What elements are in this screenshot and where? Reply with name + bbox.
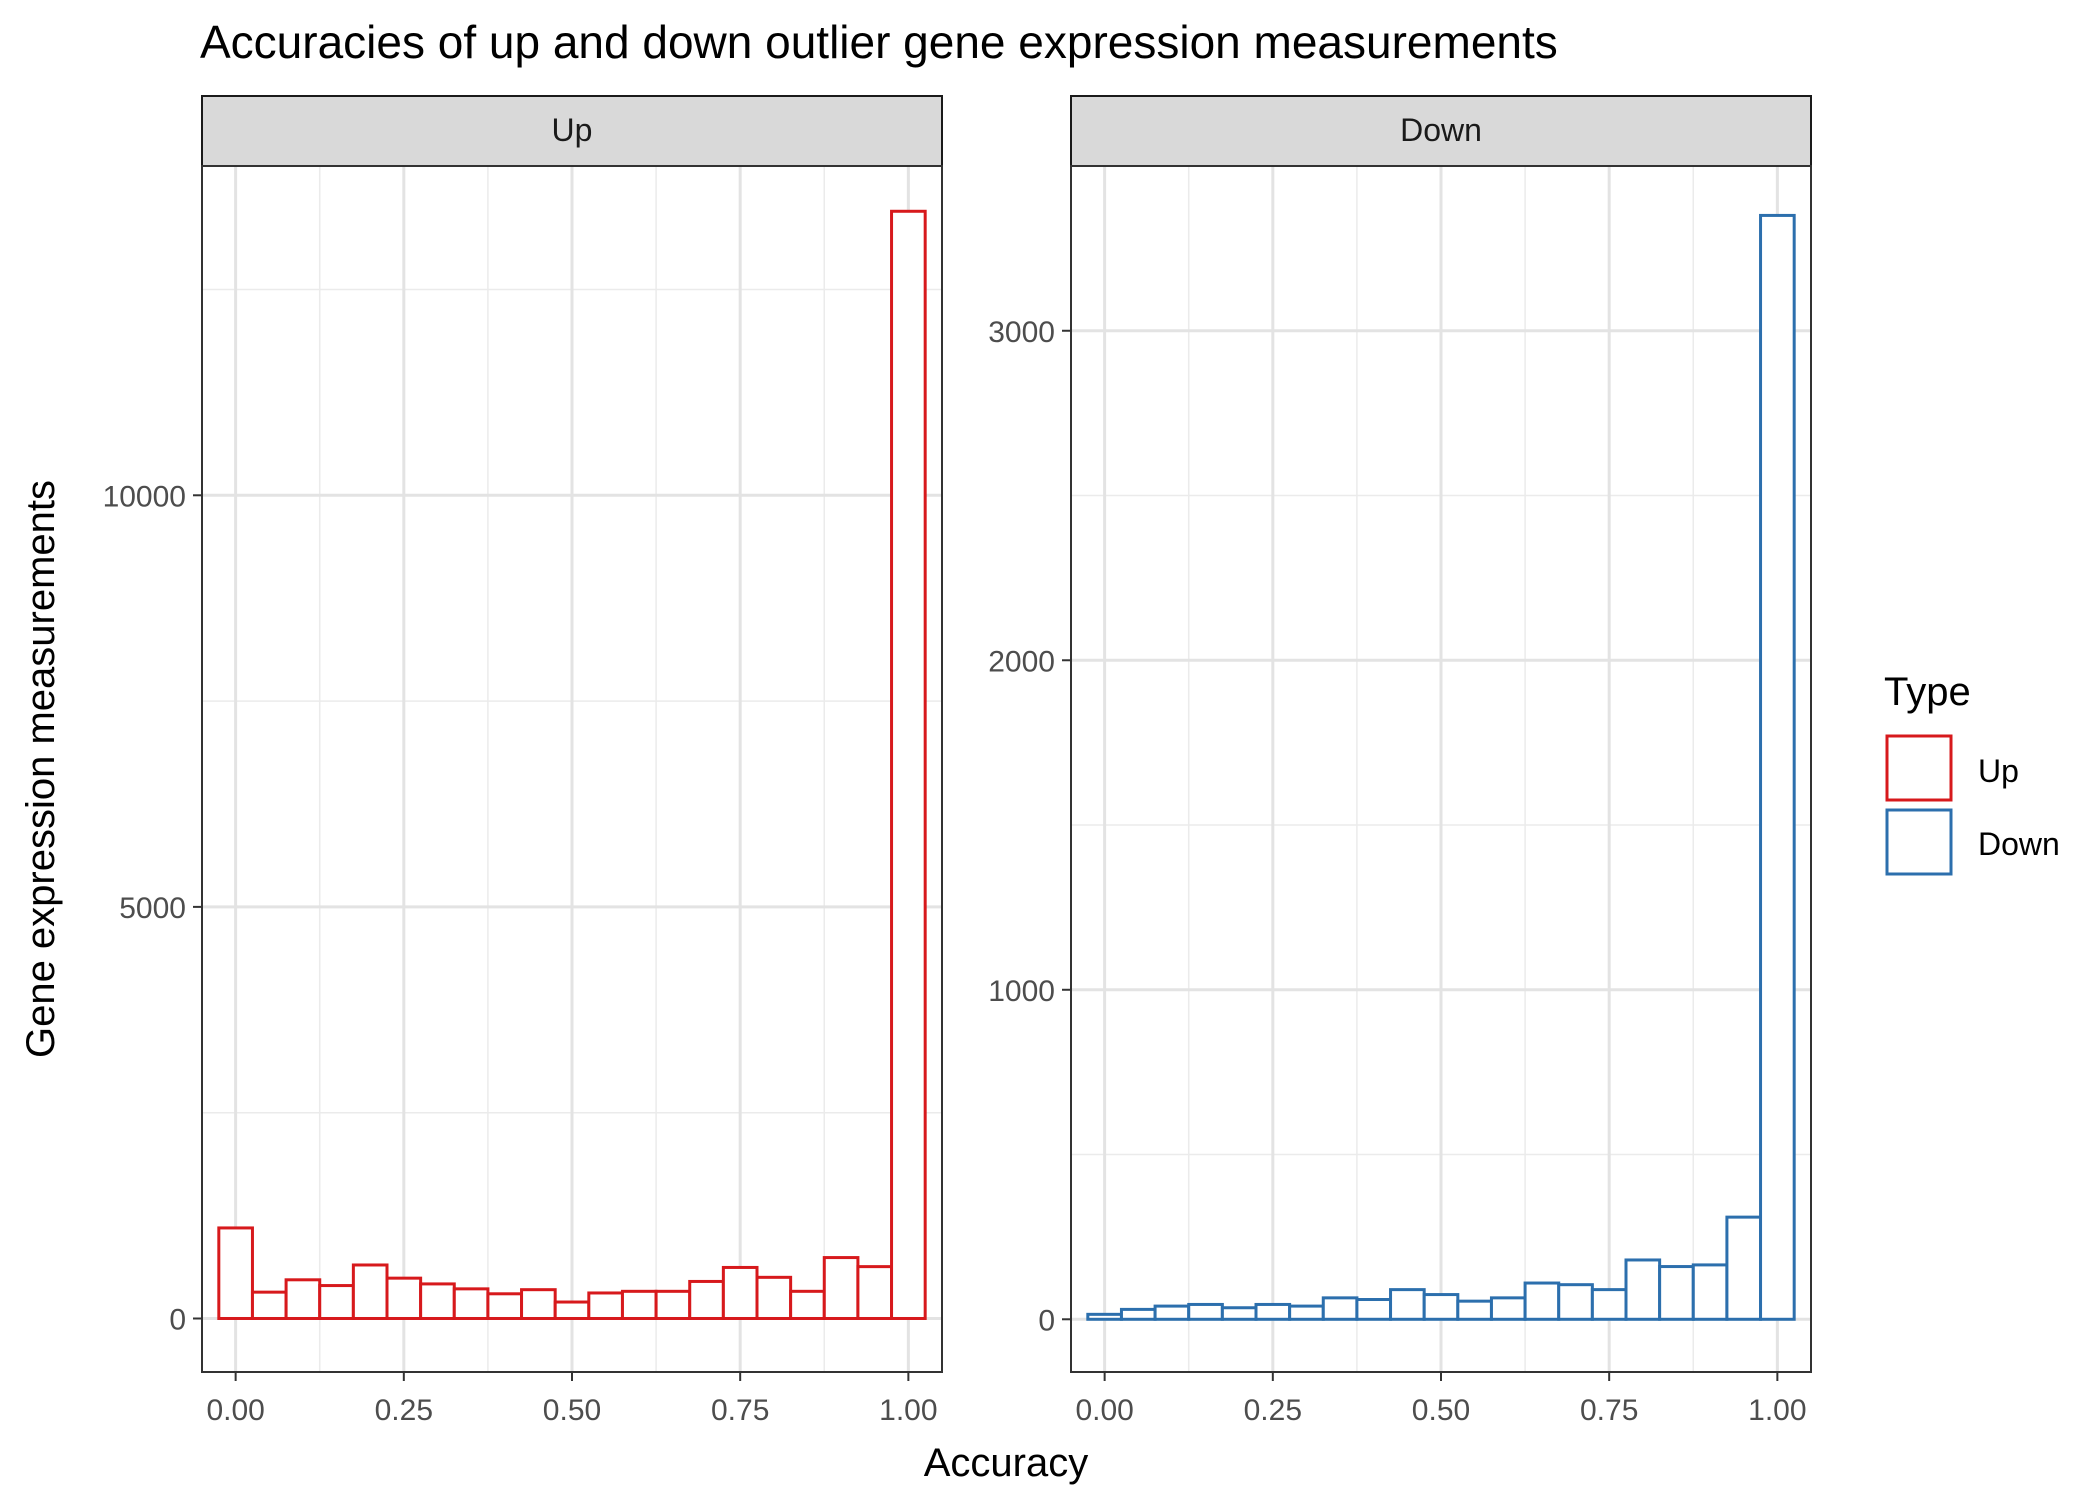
panel-up-bar <box>419 1282 456 1320</box>
panel-up-bar <box>822 1256 860 1320</box>
panel-down-bar <box>1220 1306 1258 1321</box>
panel-up-x-tick-label: 0.50 <box>543 1394 601 1427</box>
legend-item-up: Up <box>1885 734 2019 802</box>
panel-up-bar <box>654 1289 692 1320</box>
panel-down-bars <box>1086 213 1796 1321</box>
panel-down-x-axis: 0.00 0.25 0.50 0.75 1.00 <box>1075 1372 1807 1427</box>
panel-down-y-tick-label: 2000 <box>988 645 1055 678</box>
panel-down-bar <box>1254 1302 1292 1321</box>
legend-title: Type <box>1884 670 1971 714</box>
panel-down-y-tick-label: 0 <box>1038 1304 1055 1337</box>
panel-up-bar <box>452 1287 490 1320</box>
panel-down-y-tick-label: 3000 <box>988 316 1055 349</box>
x-axis-label: Accuracy <box>924 1441 1089 1485</box>
panel-down-bar <box>1456 1299 1493 1321</box>
panel-up-bar <box>721 1265 759 1320</box>
panel-up-bar <box>755 1275 793 1320</box>
panel-up-x-axis: 0.00 0.25 0.50 0.75 1.00 <box>206 1372 938 1427</box>
panel-up-bar <box>385 1276 423 1320</box>
panel-down-bar <box>1288 1304 1325 1321</box>
panel-up-bar <box>520 1288 557 1320</box>
panel-down-bar <box>1321 1296 1359 1321</box>
panel-down-strip-label: Down <box>1400 112 1482 148</box>
panel-up-bar <box>318 1284 355 1320</box>
panel-down-x-tick-label: 0.75 <box>1580 1394 1638 1427</box>
panel-down-bar <box>1489 1296 1527 1321</box>
panel-up-bar <box>789 1289 826 1320</box>
panel-down-grid <box>1071 165 1811 1372</box>
panel-up-bar <box>284 1278 322 1320</box>
panel-down-bar <box>1523 1281 1561 1321</box>
panel-down-bar <box>1153 1304 1191 1321</box>
legend: Type Up Down <box>1884 670 2060 876</box>
panel-up-bars <box>217 209 927 1320</box>
panel-down-bar <box>1624 1258 1662 1321</box>
panel-up-strip-label: Up <box>552 112 593 148</box>
legend-label-down: Down <box>1978 826 2060 862</box>
panel-up-y-tick-label: 10000 <box>103 480 186 513</box>
panel-down-bar <box>1119 1307 1157 1321</box>
panel-down: Down 0 1000 2000 3000 0.00 0.25 0.50 0.75 1.00 <box>988 95 1812 1427</box>
panel-down-bar <box>1590 1288 1628 1321</box>
panel-up-bar <box>688 1279 725 1320</box>
panel-up-bar <box>217 1226 254 1320</box>
panel-down-bar <box>1355 1298 1393 1321</box>
panel-down-bar <box>1725 1215 1763 1321</box>
panel-down-bar <box>1759 213 1796 1321</box>
panel-down-bar <box>1422 1293 1460 1321</box>
legend-label-up: Up <box>1978 753 2019 789</box>
panel-down-x-tick-label: 0.25 <box>1244 1394 1302 1427</box>
panel-up-grid <box>202 166 942 1372</box>
panel-down-bar <box>1658 1265 1695 1321</box>
panel-up-x-tick-label: 0.75 <box>711 1394 769 1427</box>
panel-down-x-tick-label: 0.50 <box>1412 1394 1470 1427</box>
panel-up-bar <box>351 1263 389 1320</box>
panel-down-bar <box>1557 1283 1594 1321</box>
legend-key-down <box>1885 808 1953 876</box>
chart-title: Accuracies of up and down outlier gene e… <box>200 16 1558 68</box>
panel-up-bar <box>620 1289 658 1320</box>
panel-up-bar <box>587 1291 624 1320</box>
panel-up: Up 0 5000 10000 0.00 0.25 0.50 0.75 1.00 <box>103 95 943 1427</box>
panel-down-bar <box>1389 1288 1426 1321</box>
panel-down-bar <box>1086 1312 1123 1321</box>
panel-down-x-tick-label: 1.00 <box>1748 1394 1806 1427</box>
panel-up-bar <box>890 209 927 1320</box>
panel-down-y-axis: 0 1000 2000 3000 <box>988 316 1071 1337</box>
panel-up-y-tick-label: 5000 <box>119 892 186 925</box>
panel-down-bar <box>1691 1263 1729 1321</box>
panel-up-x-tick-label: 0.00 <box>206 1394 264 1427</box>
legend-key-up <box>1885 734 1953 802</box>
panel-up-bar <box>250 1290 288 1320</box>
panel-up-y-axis: 0 5000 10000 <box>103 480 202 1336</box>
panel-up-bar <box>553 1300 591 1320</box>
panel-down-x-tick-label: 0.00 <box>1075 1394 1133 1427</box>
panel-up-x-tick-label: 0.25 <box>375 1394 433 1427</box>
legend-item-down: Down <box>1885 808 2060 876</box>
panel-down-y-tick-label: 1000 <box>988 975 1055 1008</box>
panel-up-bar <box>486 1292 524 1320</box>
panel-up-bar <box>856 1265 894 1320</box>
panel-down-bar <box>1187 1302 1224 1321</box>
panel-up-y-tick-label: 0 <box>169 1303 186 1336</box>
y-axis-label: Gene expression measurements <box>19 480 63 1058</box>
panel-up-x-tick-label: 1.00 <box>879 1394 937 1427</box>
panel-up-strip <box>201 95 943 167</box>
